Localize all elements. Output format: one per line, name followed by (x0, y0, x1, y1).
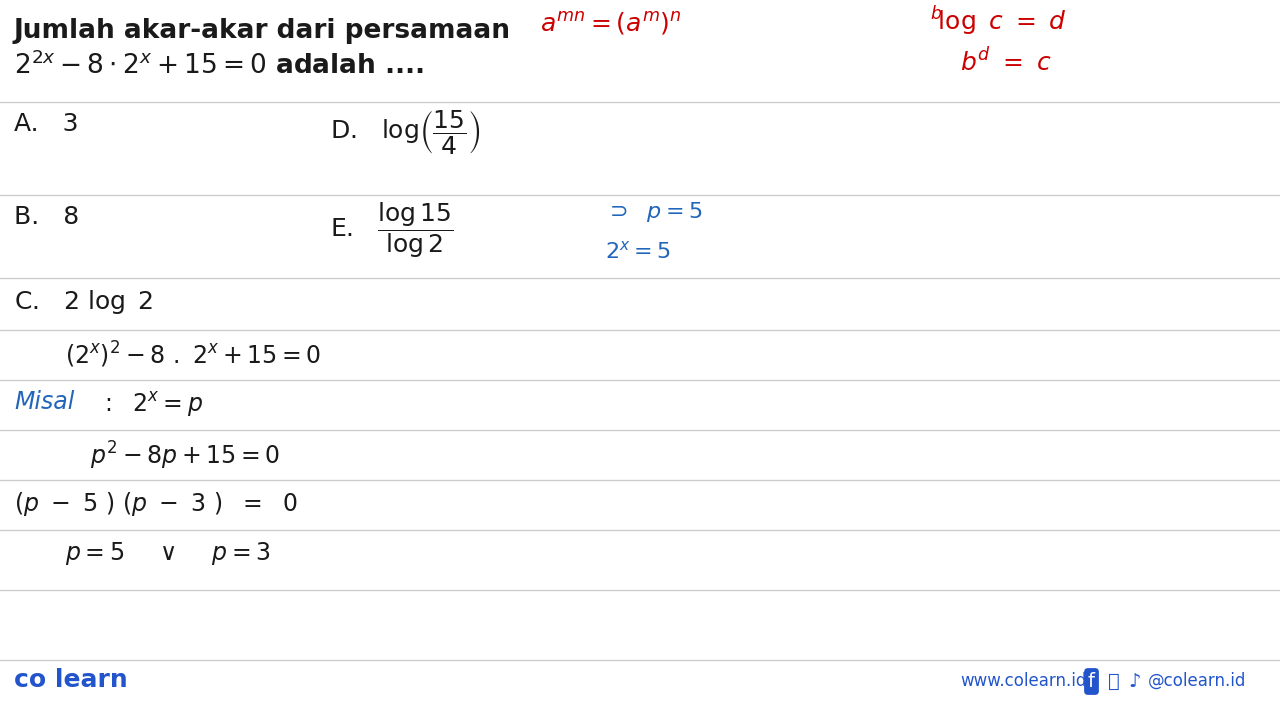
Text: $(p\ -\ 5\ )\ (p\ -\ 3\ )\ \ =\ \ 0$: $(p\ -\ 5\ )\ (p\ -\ 3\ )\ \ =\ \ 0$ (14, 490, 298, 518)
Text: www.colearn.id: www.colearn.id (960, 672, 1087, 690)
Text: C.   $2\ \log\ 2$: C. $2\ \log\ 2$ (14, 288, 154, 316)
Text: ♪: ♪ (1128, 672, 1140, 691)
Text: Ⓘ: Ⓘ (1108, 672, 1120, 691)
Text: co learn: co learn (14, 668, 128, 692)
Text: Jumlah akar-akar dari persamaan: Jumlah akar-akar dari persamaan (14, 18, 511, 44)
Text: $2^{2x} - 8 \cdot 2^x + 15 = 0$ adalah ....: $2^{2x} - 8 \cdot 2^x + 15 = 0$ adalah .… (14, 52, 424, 81)
Text: A.   3: A. 3 (14, 112, 78, 136)
Text: $2^x = 5$: $2^x = 5$ (605, 240, 671, 262)
Text: $\supset\ \ p = 5$: $\supset\ \ p = 5$ (605, 200, 703, 224)
Text: $^b\!\log\ c\ =\ d$: $^b\!\log\ c\ =\ d$ (931, 5, 1068, 38)
Text: $(2^x)^2 - 8\ .\ 2^x + 15 = 0$: $(2^x)^2 - 8\ .\ 2^x + 15 = 0$ (65, 340, 321, 370)
Text: $b^d\ =\ c$: $b^d\ =\ c$ (960, 48, 1052, 76)
Text: $:\ \ 2^x = p$: $:\ \ 2^x = p$ (100, 390, 204, 419)
Text: $p^2 - 8p + 15 = 0$: $p^2 - 8p + 15 = 0$ (90, 440, 280, 472)
Text: $a^{mn} = (a^m)^n$: $a^{mn} = (a^m)^n$ (540, 10, 682, 37)
Text: B.   8: B. 8 (14, 205, 79, 229)
Text: $p = 5\ \ \ \ \vee\ \ \ \ p = 3$: $p = 5\ \ \ \ \vee\ \ \ \ p = 3$ (65, 540, 271, 567)
Text: E.   $\dfrac{\log 15}{\log 2}$: E. $\dfrac{\log 15}{\log 2}$ (330, 200, 453, 260)
Text: @colearn.id: @colearn.id (1148, 672, 1247, 690)
Text: Misal: Misal (14, 390, 74, 414)
Text: f: f (1088, 672, 1094, 691)
Text: D.   $\log\!\left(\dfrac{15}{4}\right)$: D. $\log\!\left(\dfrac{15}{4}\right)$ (330, 108, 481, 156)
